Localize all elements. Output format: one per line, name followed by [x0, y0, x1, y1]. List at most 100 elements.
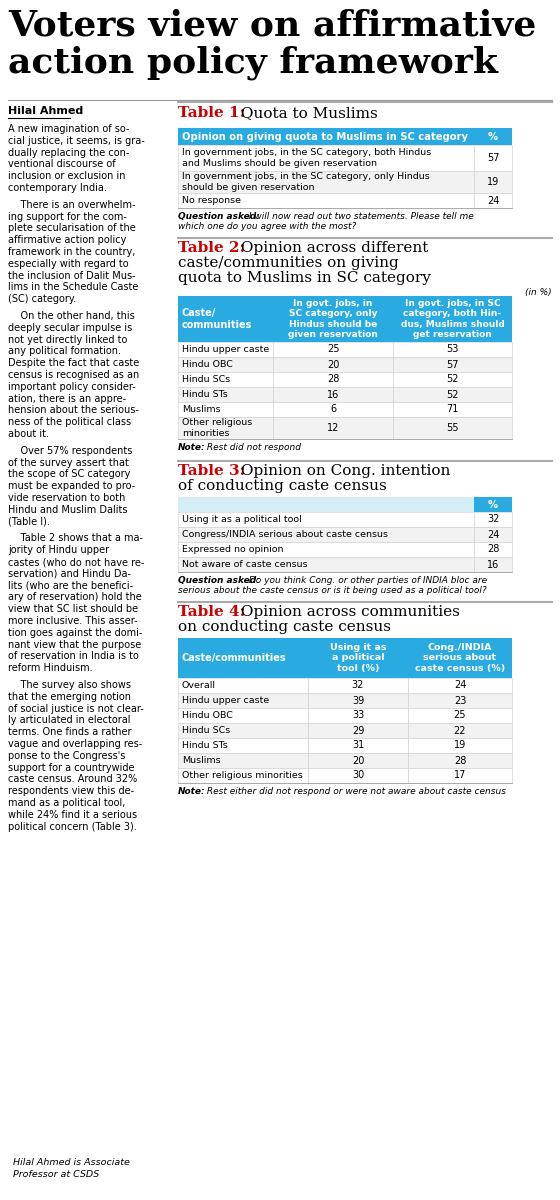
Text: The survey also shows: The survey also shows — [8, 680, 131, 690]
Text: 23: 23 — [454, 696, 466, 706]
Bar — [178, 768, 308, 782]
Text: In govt. jobs, in
SC category, only
Hindus should be
given reservation: In govt. jobs, in SC category, only Hind… — [288, 299, 378, 340]
Text: contemporary India.: contemporary India. — [8, 182, 107, 193]
Text: 33: 33 — [352, 710, 364, 720]
Bar — [308, 638, 408, 678]
Text: any political formation.: any political formation. — [8, 347, 121, 356]
Bar — [308, 738, 408, 754]
Text: jority of Hindu upper: jority of Hindu upper — [8, 545, 109, 556]
Bar — [273, 358, 393, 372]
Text: 55: 55 — [446, 422, 459, 433]
Text: Opinion on giving quota to Muslims in SC category: Opinion on giving quota to Muslims in SC… — [182, 132, 468, 142]
Bar — [308, 708, 408, 722]
Bar — [178, 692, 308, 708]
Text: Hilal Ahmed is Associate: Hilal Ahmed is Associate — [13, 1158, 130, 1166]
Text: 20: 20 — [352, 756, 364, 766]
Bar — [393, 402, 512, 416]
Bar — [178, 416, 273, 439]
Text: 28: 28 — [487, 545, 499, 554]
Text: important policy consider-: important policy consider- — [8, 382, 136, 392]
Text: view that SC list should be: view that SC list should be — [8, 605, 138, 614]
Text: Cong./INDIA
serious about
caste census (%): Cong./INDIA serious about caste census (… — [415, 643, 505, 673]
Bar — [308, 692, 408, 708]
Text: Hilal Ahmed: Hilal Ahmed — [8, 106, 83, 116]
Text: 16: 16 — [487, 559, 499, 570]
Text: of conducting caste census: of conducting caste census — [178, 479, 387, 493]
Text: the inclusion of Dalit Mus-: the inclusion of Dalit Mus- — [8, 271, 136, 281]
Bar — [308, 754, 408, 768]
Bar — [474, 128, 512, 145]
Text: Muslims: Muslims — [182, 404, 221, 414]
Text: servation) and Hindu Da-: servation) and Hindu Da- — [8, 569, 131, 578]
Bar — [178, 722, 308, 738]
Bar — [273, 416, 393, 439]
Text: 12: 12 — [327, 422, 339, 433]
Text: Hindu STs: Hindu STs — [182, 390, 228, 398]
Text: 17: 17 — [454, 770, 466, 780]
Text: Table 2:: Table 2: — [178, 241, 245, 254]
Bar — [308, 678, 408, 692]
Bar — [178, 372, 273, 386]
Bar — [474, 557, 512, 572]
Text: vague and overlapping res-: vague and overlapping res- — [8, 739, 142, 749]
Bar — [178, 754, 308, 768]
Text: 20: 20 — [327, 360, 339, 370]
Bar — [178, 296, 273, 342]
Text: Table 4:: Table 4: — [178, 605, 245, 619]
Bar — [308, 722, 408, 738]
Text: census is recognised as an: census is recognised as an — [8, 370, 139, 380]
Text: 19: 19 — [487, 176, 499, 187]
Text: Note:: Note: — [178, 787, 206, 796]
Bar — [408, 738, 512, 754]
Text: 24: 24 — [454, 680, 466, 690]
Text: %: % — [488, 132, 498, 142]
Text: ation, there is an appre-: ation, there is an appre- — [8, 394, 126, 403]
Text: lits (who are the benefici-: lits (who are the benefici- — [8, 581, 133, 590]
Text: while 24% find it a serious: while 24% find it a serious — [8, 810, 137, 820]
Text: (in %): (in %) — [525, 288, 552, 296]
Text: 32: 32 — [352, 680, 364, 690]
Text: Do you think Cong. or other parties of INDIA bloc are: Do you think Cong. or other parties of I… — [246, 576, 487, 584]
Text: vide reservation to both: vide reservation to both — [8, 493, 125, 503]
Bar — [474, 542, 512, 557]
Text: Question asked:: Question asked: — [178, 576, 260, 584]
Text: ventional discourse of: ventional discourse of — [8, 160, 115, 169]
Text: framework in the country,: framework in the country, — [8, 247, 136, 257]
Bar — [408, 692, 512, 708]
Bar — [408, 678, 512, 692]
Bar — [273, 402, 393, 416]
Text: caste census. Around 32%: caste census. Around 32% — [8, 774, 137, 785]
Text: Voters view on affirmative: Voters view on affirmative — [8, 8, 536, 42]
Text: ary of reservation) hold the: ary of reservation) hold the — [8, 593, 142, 602]
Text: reform Hinduism.: reform Hinduism. — [8, 664, 92, 673]
Text: On the other hand, this: On the other hand, this — [8, 311, 135, 322]
Text: Muslims: Muslims — [182, 756, 221, 766]
Text: Rest either did not respond or were not aware about caste census: Rest either did not respond or were not … — [204, 787, 506, 796]
Text: action policy framework: action policy framework — [8, 46, 498, 80]
Bar — [474, 512, 512, 527]
Text: nant view that the purpose: nant view that the purpose — [8, 640, 141, 649]
Bar — [393, 372, 512, 386]
Text: 32: 32 — [487, 515, 499, 524]
Bar — [178, 542, 474, 557]
Bar — [408, 708, 512, 722]
Bar — [273, 372, 393, 386]
Bar — [178, 497, 474, 512]
Text: 39: 39 — [352, 696, 364, 706]
Text: There is an overwhelm-: There is an overwhelm- — [8, 199, 136, 210]
Text: 31: 31 — [352, 740, 364, 750]
Bar — [273, 386, 393, 402]
Text: deeply secular impulse is: deeply secular impulse is — [8, 323, 132, 332]
Bar — [178, 527, 474, 542]
Text: Caste/
communities: Caste/ communities — [182, 307, 253, 330]
Bar — [178, 708, 308, 722]
Text: inclusion or exclusion in: inclusion or exclusion in — [8, 172, 125, 181]
Text: 22: 22 — [454, 726, 466, 736]
Text: Hindu SCs: Hindu SCs — [182, 726, 230, 734]
Text: 29: 29 — [352, 726, 364, 736]
Text: 57: 57 — [487, 152, 500, 163]
Text: Caste/communities: Caste/communities — [182, 653, 287, 662]
Text: Opinion across communities: Opinion across communities — [236, 605, 460, 619]
Bar — [408, 768, 512, 782]
Text: tion goes against the domi-: tion goes against the domi- — [8, 628, 142, 637]
